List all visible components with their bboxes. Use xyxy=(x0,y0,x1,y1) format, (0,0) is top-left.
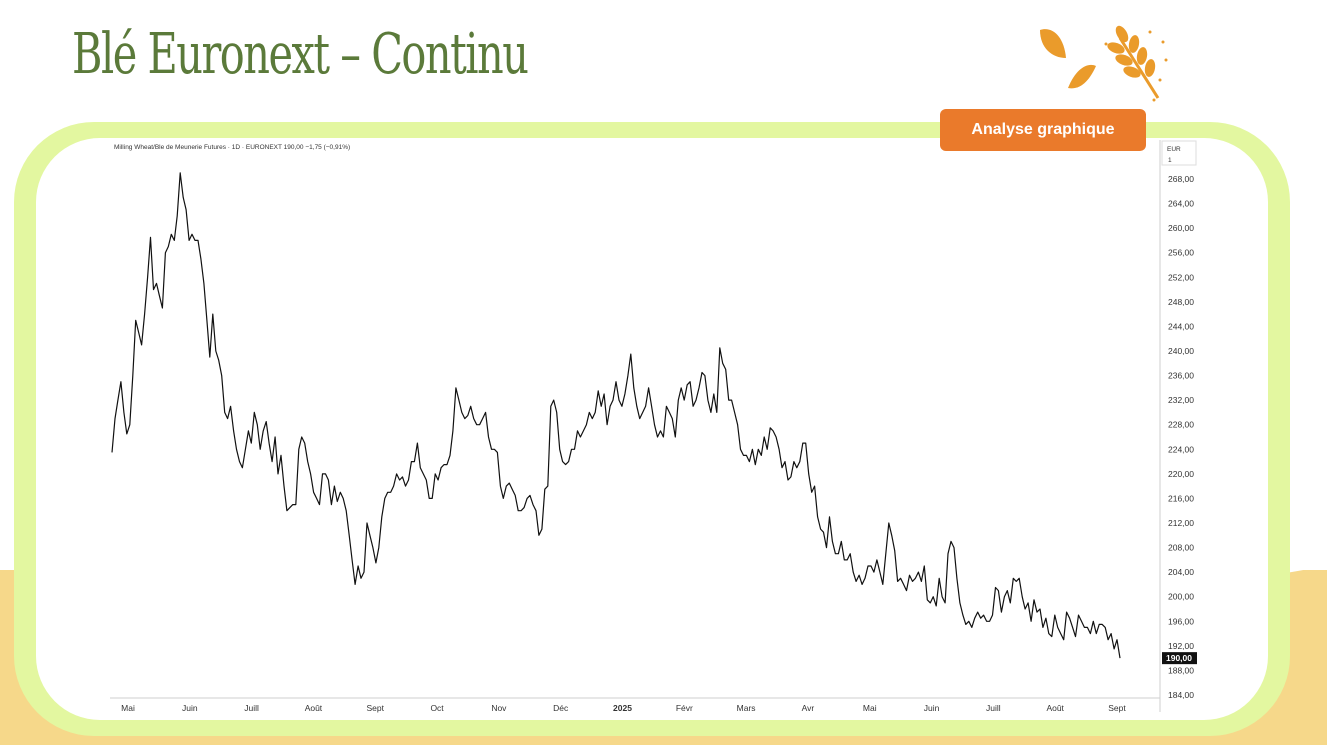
page-title: Blé Euronext – Continu xyxy=(72,22,529,87)
y-tick-label: 264,00 xyxy=(1168,199,1194,209)
y-tick-label: 248,00 xyxy=(1168,297,1194,307)
y-tick-label: 252,00 xyxy=(1168,272,1194,282)
currency-box xyxy=(1161,140,1197,166)
x-tick-label: Juin xyxy=(182,703,198,713)
y-tick-label: 228,00 xyxy=(1168,420,1194,430)
y-tick-label: 200,00 xyxy=(1168,592,1194,602)
y-tick-label: 236,00 xyxy=(1168,371,1194,381)
chart-header: Milling Wheat/Ble de Meunerie Futures · … xyxy=(114,144,350,151)
x-tick-label: Oct xyxy=(430,703,444,713)
x-tick-label: Avr xyxy=(802,703,815,713)
y-tick-label: 220,00 xyxy=(1168,469,1194,479)
x-tick-label: 2025 xyxy=(613,703,632,713)
y-tick-label: 240,00 xyxy=(1168,346,1194,356)
last-price-tag xyxy=(1162,652,1197,665)
x-tick-label: Sept xyxy=(1108,703,1126,713)
wheat-logo-icon xyxy=(1040,25,1168,102)
y-tick-label: 256,00 xyxy=(1168,248,1194,258)
y-tick-label: 268,00 xyxy=(1168,174,1194,184)
x-tick-label: Mai xyxy=(121,703,135,713)
x-tick-label: Août xyxy=(305,703,323,713)
analyse-graphique-button[interactable]: Analyse graphique xyxy=(940,109,1146,151)
x-tick-label: Déc xyxy=(553,703,569,713)
y-tick-label: 212,00 xyxy=(1168,518,1194,528)
y-tick-label: 188,00 xyxy=(1168,665,1194,675)
x-tick-label: Août xyxy=(1046,703,1064,713)
y-tick-label: 208,00 xyxy=(1168,543,1194,553)
y-tick-label: 196,00 xyxy=(1168,616,1194,626)
price-series-line xyxy=(111,172,1121,659)
x-tick-label: Juin xyxy=(924,703,940,713)
y-tick-label: 232,00 xyxy=(1168,395,1194,405)
currency-label: EUR xyxy=(1167,146,1181,153)
y-tick-label: 184,00 xyxy=(1168,690,1194,700)
y-tick-label: 224,00 xyxy=(1168,444,1194,454)
last-price-label: 190,00 xyxy=(1166,653,1192,663)
chart-frame-inner xyxy=(36,138,1268,720)
x-tick-label: Mai xyxy=(863,703,877,713)
y-tick-label: 192,00 xyxy=(1168,641,1194,651)
x-tick-label: Mars xyxy=(737,703,756,713)
currency-sub: 1 xyxy=(1168,157,1172,164)
x-tick-label: Juill xyxy=(986,703,1001,713)
x-tick-label: Févr xyxy=(676,703,693,713)
y-tick-label: 260,00 xyxy=(1168,223,1194,233)
chart-frame xyxy=(14,122,1290,736)
y-tick-label: 216,00 xyxy=(1168,493,1194,503)
y-tick-label: 244,00 xyxy=(1168,321,1194,331)
x-tick-label: Juill xyxy=(244,703,259,713)
y-tick-label: 204,00 xyxy=(1168,567,1194,577)
x-tick-label: Nov xyxy=(491,703,507,713)
x-tick-label: Sept xyxy=(367,703,385,713)
